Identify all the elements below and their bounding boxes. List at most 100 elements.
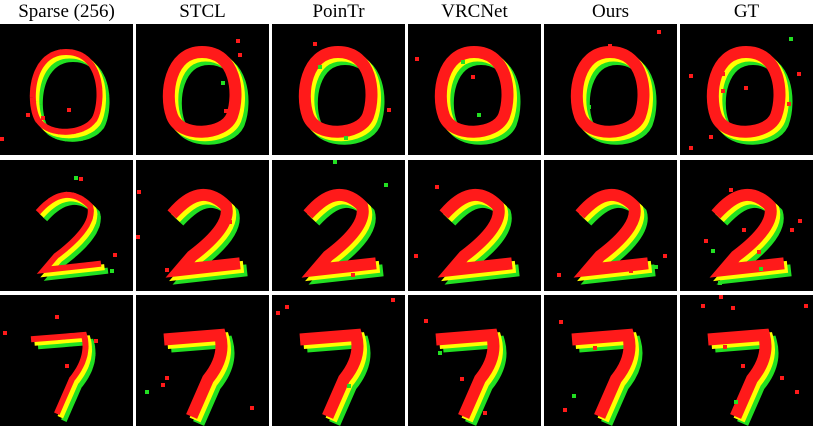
noise-pixel	[165, 376, 169, 380]
noise-pixel	[721, 89, 725, 93]
noise-pixel	[318, 269, 322, 273]
column-header: PoinTr	[312, 1, 365, 22]
noise-pixel	[438, 351, 442, 355]
noise-pixel	[238, 53, 242, 57]
noise-pixel	[137, 190, 141, 194]
panel	[272, 295, 405, 426]
noise-pixel	[557, 273, 561, 277]
panel	[0, 295, 133, 426]
noise-pixel	[228, 220, 232, 224]
noise-pixel	[587, 105, 591, 109]
noise-pixel	[780, 376, 784, 380]
noise-pixel	[161, 383, 165, 387]
column-header: VRCNet	[441, 1, 508, 22]
noise-pixel	[729, 188, 733, 192]
noise-pixel	[719, 295, 723, 299]
noise-pixel	[593, 346, 597, 350]
panel	[680, 24, 813, 155]
noise-pixel	[563, 408, 567, 412]
noise-pixel	[79, 177, 83, 181]
noise-pixel	[709, 135, 713, 139]
noise-pixel	[787, 102, 791, 106]
noise-pixel	[461, 60, 465, 64]
noise-pixel	[478, 243, 482, 247]
noise-pixel	[757, 250, 761, 254]
panel	[408, 295, 541, 426]
noise-pixel	[572, 394, 576, 398]
noise-pixel	[689, 146, 693, 150]
noise-pixel	[224, 109, 228, 113]
panel	[680, 295, 813, 426]
noise-pixel	[145, 390, 149, 394]
noise-pixel	[165, 268, 169, 272]
noise-pixel	[760, 363, 764, 367]
noise-pixel	[721, 72, 725, 76]
noise-pixel	[3, 331, 7, 335]
noise-pixel	[718, 281, 722, 285]
panel	[272, 160, 405, 291]
column-header: Ours	[592, 1, 629, 22]
noise-pixel	[744, 86, 748, 90]
panel	[680, 160, 813, 291]
noise-pixel	[483, 411, 487, 415]
noise-pixel	[415, 57, 419, 61]
noise-pixel	[770, 211, 774, 215]
noise-pixel	[654, 265, 658, 269]
panel	[272, 24, 405, 155]
noise-pixel	[435, 185, 439, 189]
noise-pixel	[391, 298, 395, 302]
panel	[0, 160, 133, 291]
noise-pixel	[221, 81, 225, 85]
noise-pixel	[790, 228, 794, 232]
noise-pixel	[789, 37, 793, 41]
noise-pixel	[333, 160, 337, 164]
panel	[544, 295, 677, 426]
noise-pixel	[414, 254, 418, 258]
noise-pixel	[94, 339, 98, 343]
noise-pixel	[701, 304, 705, 308]
noise-pixel	[797, 72, 801, 76]
noise-pixel	[344, 136, 348, 140]
noise-pixel	[313, 42, 317, 46]
noise-pixel	[657, 30, 661, 34]
noise-pixel	[734, 400, 738, 404]
noise-pixel	[741, 364, 745, 368]
noise-pixel	[276, 311, 280, 315]
noise-pixel	[384, 183, 388, 187]
noise-pixel	[236, 39, 240, 43]
noise-pixel	[689, 74, 693, 78]
noise-pixel	[67, 108, 71, 112]
panel	[136, 24, 269, 155]
noise-pixel	[285, 305, 289, 309]
noise-pixel	[804, 304, 808, 308]
column-header: STCL	[179, 1, 225, 22]
noise-pixel	[136, 235, 140, 239]
column-header: Sparse (256)	[18, 1, 115, 22]
noise-pixel	[723, 345, 727, 349]
noise-pixel	[759, 267, 763, 271]
noise-pixel	[704, 239, 708, 243]
noise-pixel	[351, 273, 355, 277]
noise-pixel	[74, 176, 78, 180]
noise-pixel	[460, 377, 464, 381]
column-header: GT	[734, 1, 760, 22]
noise-pixel	[113, 253, 117, 257]
noise-pixel	[424, 319, 428, 323]
noise-pixel	[559, 320, 563, 324]
noise-pixel	[497, 221, 501, 225]
noise-pixel	[798, 219, 802, 223]
noise-pixel	[629, 269, 633, 273]
panel	[544, 24, 677, 155]
noise-pixel	[608, 44, 612, 48]
panel	[136, 295, 269, 426]
noise-pixel	[731, 306, 735, 310]
noise-pixel	[55, 315, 59, 319]
noise-pixel	[711, 249, 715, 253]
noise-pixel	[663, 254, 667, 258]
noise-pixel	[0, 137, 4, 141]
panel	[408, 160, 541, 291]
noise-pixel	[250, 406, 254, 410]
panel	[408, 24, 541, 155]
noise-pixel	[742, 228, 746, 232]
noise-pixel	[26, 113, 30, 117]
